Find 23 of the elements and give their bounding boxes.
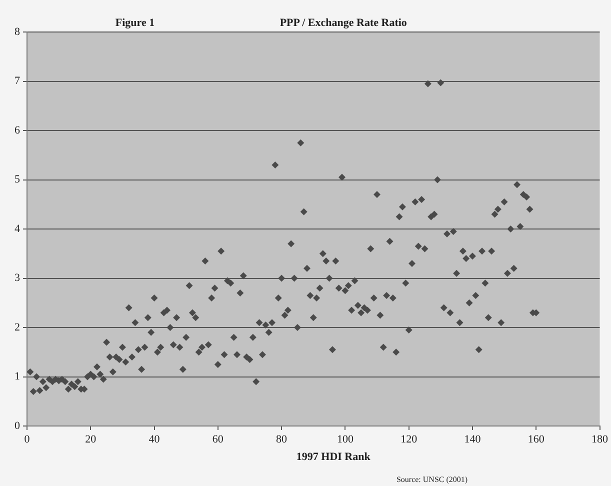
x-axis-title: 1997 HDI Rank bbox=[296, 451, 372, 463]
y-tick-label: 5 bbox=[14, 174, 20, 186]
x-tick-label: 160 bbox=[528, 433, 545, 446]
x-tick-label: 40 bbox=[148, 433, 160, 446]
x-tick-label: 140 bbox=[464, 433, 482, 446]
y-tick-label: 3 bbox=[14, 272, 20, 284]
caption: Figure 1 bbox=[115, 17, 155, 29]
y-tick-label: 8 bbox=[14, 26, 20, 38]
y-tick-label: 6 bbox=[14, 124, 20, 136]
x-tick-label: 60 bbox=[212, 433, 224, 446]
x-tick-label: 180 bbox=[592, 433, 608, 446]
x-tick-label: 80 bbox=[276, 433, 288, 446]
source-note: Source: UNSC (2001) bbox=[396, 475, 468, 484]
y-tick-label: 0 bbox=[14, 420, 20, 432]
x-tick-label: 100 bbox=[336, 433, 354, 446]
y-tick-label: 7 bbox=[14, 75, 20, 88]
x-tick-label: 120 bbox=[400, 433, 418, 446]
chart-title: PPP / Exchange Rate Ratio bbox=[280, 17, 408, 29]
y-tick-label: 1 bbox=[14, 370, 20, 383]
y-tick-label: 2 bbox=[14, 321, 20, 334]
x-tick-label: 20 bbox=[85, 433, 97, 446]
y-tick-label: 4 bbox=[14, 222, 20, 235]
x-tick-label: 0 bbox=[24, 433, 30, 446]
